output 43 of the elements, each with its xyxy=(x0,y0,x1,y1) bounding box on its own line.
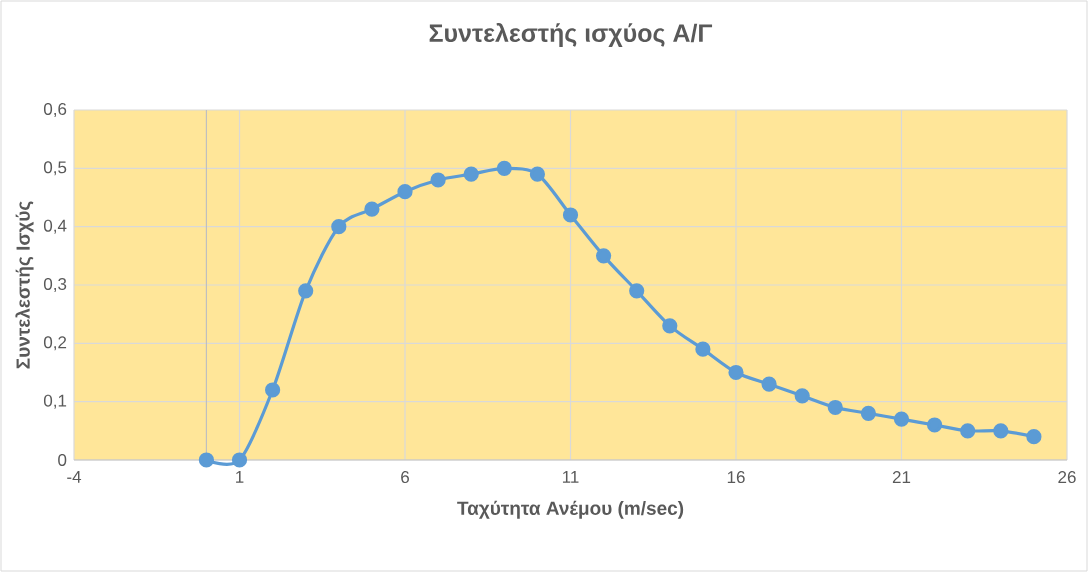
point xyxy=(198,452,215,468)
point xyxy=(430,172,446,188)
point xyxy=(463,166,479,182)
point xyxy=(794,388,810,404)
point xyxy=(728,364,744,381)
y-axis-title: Συντελεστής Ισχύς xyxy=(15,201,34,369)
point xyxy=(860,405,876,421)
point xyxy=(761,376,777,392)
point xyxy=(397,184,413,200)
y-tick-label: 0,2 xyxy=(43,336,67,351)
y-tick-label: 0,1 xyxy=(43,394,67,409)
point xyxy=(662,318,678,334)
point xyxy=(331,219,347,235)
point xyxy=(496,160,512,176)
x-tick-label: 6 xyxy=(401,471,409,484)
point xyxy=(993,423,1009,439)
point xyxy=(529,166,545,182)
point xyxy=(960,423,976,439)
point xyxy=(265,382,281,398)
x-tick-label: 16 xyxy=(727,471,745,484)
x-tick-label: 26 xyxy=(1058,471,1076,484)
point xyxy=(562,207,579,223)
x-tick-label: 11 xyxy=(562,471,579,483)
point xyxy=(596,248,612,264)
point xyxy=(893,411,910,427)
point xyxy=(695,341,711,357)
point xyxy=(827,399,843,416)
x-axis-title: Ταχύτητα Ανέμου (m/sec) xyxy=(457,500,684,519)
y-tick-label: 0,4 xyxy=(43,219,67,234)
point xyxy=(629,283,645,299)
point xyxy=(298,283,314,299)
point xyxy=(1026,429,1042,445)
point xyxy=(927,417,943,433)
chart-title: Συντελεστής ισχύος Α/Γ xyxy=(429,23,713,47)
y-tick-label: 0,3 xyxy=(43,277,67,292)
y-tick-label: 0,6 xyxy=(43,102,67,118)
point xyxy=(231,452,248,468)
y-tick-label: 0,5 xyxy=(43,161,67,176)
y-tick-label: 0 xyxy=(58,453,67,466)
x-tick-label: 1 xyxy=(236,471,244,483)
point xyxy=(364,201,380,217)
x-tick-label: 21 xyxy=(892,471,911,483)
x-tick-label: -4 xyxy=(67,471,82,483)
